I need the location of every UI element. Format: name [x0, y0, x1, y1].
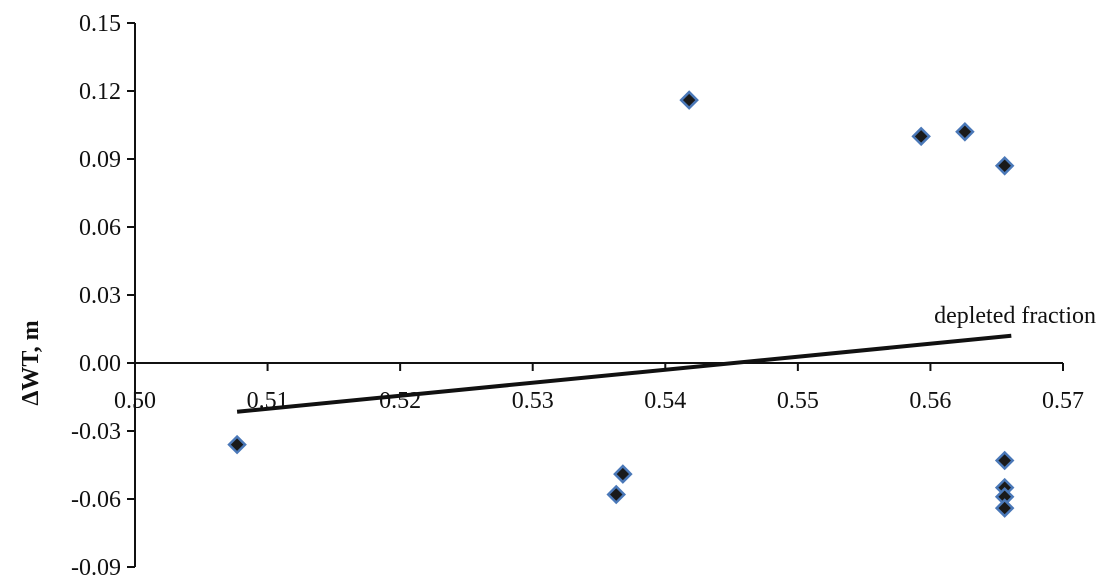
data-point: [955, 122, 975, 142]
y-tick-label: 0.15: [79, 11, 121, 37]
y-axis: 0.15 0.12 0.09 0.06 0.03 0.00 -0.03 -0.06 -0.09: [71, 11, 136, 580]
data-point: [679, 90, 699, 110]
x-tick-label: 0.56: [909, 388, 951, 414]
y-tick-label: 0.12: [79, 79, 121, 105]
x-tick-label: 0.54: [644, 388, 686, 414]
x-tick-label: 0.55: [777, 388, 819, 414]
x-axis: 0.50 0.51 0.52 0.53 0.54 0.55 0.56 0.57: [114, 362, 1084, 414]
y-tick-label: 0.00: [79, 351, 121, 377]
y-tick-label: -0.03: [71, 419, 121, 445]
x-tick-label: 0.50: [114, 388, 156, 414]
x-tick-label: 0.57: [1042, 388, 1084, 414]
x-tick-label: 0.53: [512, 388, 554, 414]
data-point: [994, 498, 1015, 518]
y-tick-label: 0.09: [79, 147, 121, 173]
trendline: [236, 333, 1012, 414]
y-axis-label: ΔWT, m: [18, 320, 44, 405]
data-points: [227, 90, 1015, 518]
data-point: [613, 464, 633, 484]
y-tick-label: 0.06: [79, 215, 121, 241]
y-tick-label: 0.03: [79, 283, 121, 309]
data-point: [994, 450, 1015, 471]
data-point: [994, 156, 1015, 176]
y-tick-label: -0.06: [71, 487, 121, 513]
trendline-label: depleted fraction: [934, 303, 1096, 329]
trendline-group: [236, 333, 1012, 414]
data-point: [606, 484, 627, 505]
data-point: [227, 434, 247, 455]
data-point: [911, 126, 931, 147]
y-tick-label: -0.09: [71, 555, 121, 580]
x-tick-label: 0.52: [379, 388, 421, 414]
